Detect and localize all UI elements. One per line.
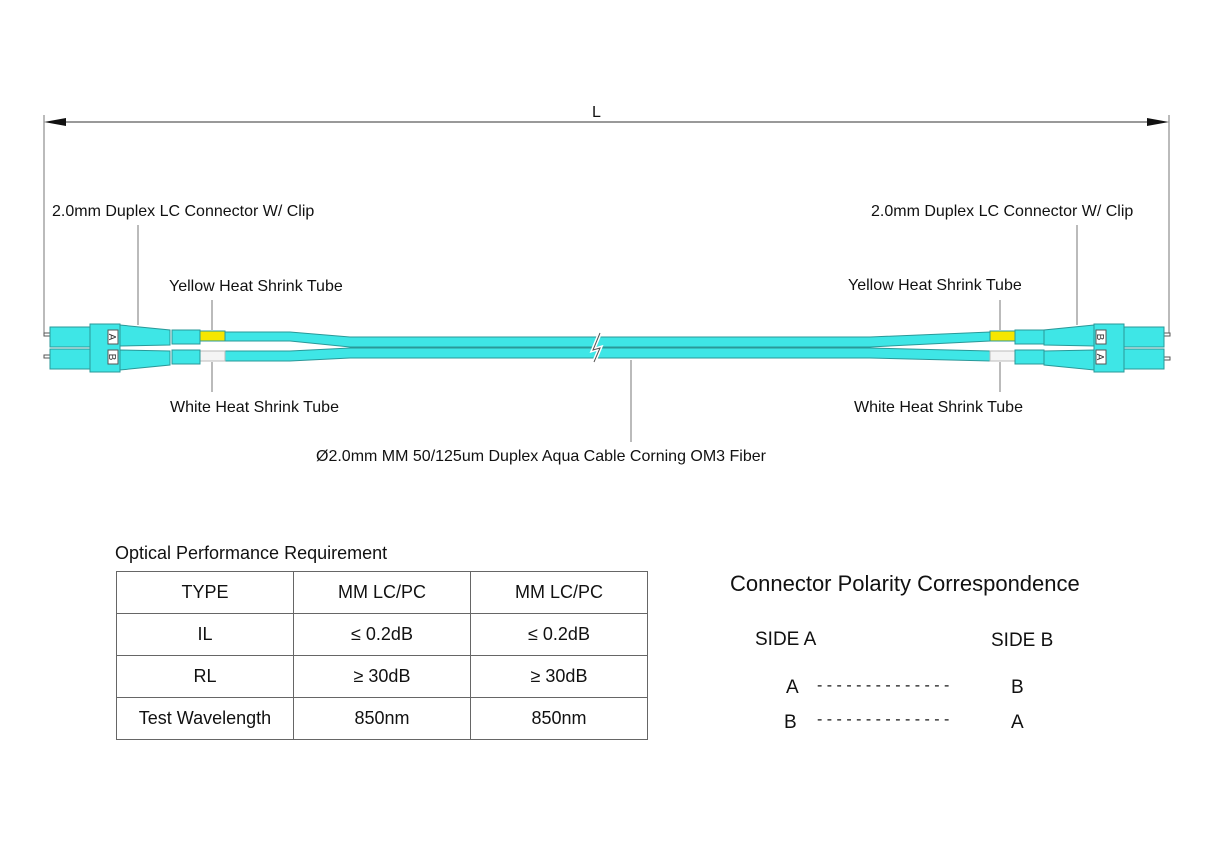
table-cell: ≤ 0.2dB [293, 613, 471, 656]
performance-title: Optical Performance Requirement [115, 543, 388, 563]
table-row: Test Wavelength 850nm 850nm [116, 697, 648, 740]
table-row: IL ≤ 0.2dB ≤ 0.2dB [116, 613, 648, 656]
cable [224, 331, 991, 362]
left-port-b-label: B [106, 354, 117, 361]
table-cell: 850nm [293, 697, 471, 740]
yellow-heat-shrink-right [989, 330, 1016, 342]
table-row: TYPE MM LC/PC MM LC/PC [116, 571, 648, 614]
length-label: L [592, 104, 601, 121]
left-white-tube-label: White Heat Shrink Tube [170, 399, 339, 416]
left-port-a-label: A [106, 334, 117, 341]
table-cell: ≥ 30dB [293, 655, 471, 698]
right-port-b-label: B [1094, 334, 1105, 341]
left-connector [43, 323, 201, 373]
right-yellow-tube-label: Yellow Heat Shrink Tube [848, 277, 1022, 294]
polarity-from: A [786, 677, 799, 698]
right-white-tube-label: White Heat Shrink Tube [854, 399, 1023, 416]
table-cell: TYPE [116, 571, 294, 614]
polarity-to: B [1011, 677, 1024, 698]
polarity-from: B [784, 712, 797, 733]
table-cell: MM LC/PC [470, 571, 648, 614]
cable-label: Ø2.0mm MM 50/125um Duplex Aqua Cable Cor… [316, 448, 766, 465]
table-cell: IL [116, 613, 294, 656]
table-cell: Test Wavelength [116, 697, 294, 740]
table-cell: ≤ 0.2dB [470, 613, 648, 656]
white-heat-shrink-right [989, 350, 1016, 362]
table-cell: 850nm [470, 697, 648, 740]
right-port-a-label: A [1094, 354, 1105, 361]
right-connector-label: 2.0mm Duplex LC Connector W/ Clip [871, 203, 1134, 220]
table-cell: RL [116, 655, 294, 698]
table-cell: ≥ 30dB [470, 655, 648, 698]
table-cell: MM LC/PC [293, 571, 471, 614]
left-connector-label: 2.0mm Duplex LC Connector W/ Clip [52, 203, 315, 220]
performance-table: TYPE MM LC/PC MM LC/PC IL ≤ 0.2dB ≤ 0.2dB RL… [116, 571, 648, 740]
length-dimension [44, 118, 1169, 126]
leader-lines [43, 115, 1170, 442]
right-connector [1014, 323, 1171, 373]
white-heat-shrink-left [199, 350, 226, 362]
side-b-label: SIDE B [991, 630, 1054, 651]
polarity-dashes: - - - - - - - - - - - - - - [817, 677, 950, 694]
polarity-to: A [1011, 712, 1024, 733]
side-a-label: SIDE A [755, 629, 817, 650]
yellow-heat-shrink-left [199, 330, 226, 342]
table-row: RL ≥ 30dB ≥ 30dB [116, 655, 648, 698]
left-yellow-tube-label: Yellow Heat Shrink Tube [169, 278, 343, 295]
polarity-dashes: - - - - - - - - - - - - - - [817, 711, 950, 728]
polarity-title: Connector Polarity Correspondence [730, 571, 1080, 596]
